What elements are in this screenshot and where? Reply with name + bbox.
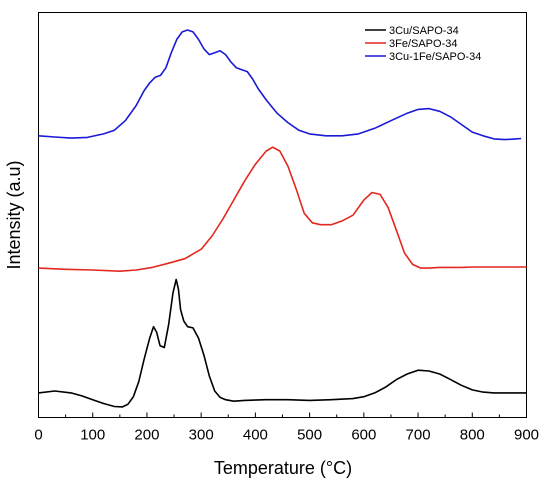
x-axis-label: Temperature (°C) <box>214 458 352 478</box>
legend-label: 3Cu/SAPO-34 <box>389 25 459 37</box>
x-tick-label: 600 <box>351 427 376 444</box>
x-tick-label: 100 <box>80 427 105 444</box>
y-axis-label: Intensity (a.u) <box>4 160 24 269</box>
series-layer <box>38 29 527 408</box>
x-tick-label: 800 <box>460 427 485 444</box>
legend-label: 3Fe/SAPO-34 <box>389 38 457 50</box>
x-axis-ticks: 0 100 200 300 400 500 600 700 800 900 <box>34 412 539 444</box>
series-line-3cu-sapo-34 <box>38 278 527 408</box>
legend-label: 3Cu-1Fe/SAPO-34 <box>389 51 481 63</box>
x-tick-label: 0 <box>34 427 42 444</box>
x-tick-label: 500 <box>297 427 322 444</box>
x-tick-label: 200 <box>134 427 159 444</box>
series-line-3cu-1fe-sapo-34 <box>38 29 522 141</box>
series-line-3fe-sapo-34 <box>38 146 527 273</box>
x-tick-label: 400 <box>243 427 268 444</box>
x-tick-label: 700 <box>406 427 431 444</box>
x-tick-label: 900 <box>514 427 539 444</box>
plot-area <box>38 12 527 418</box>
x-tick-label: 300 <box>189 427 214 444</box>
